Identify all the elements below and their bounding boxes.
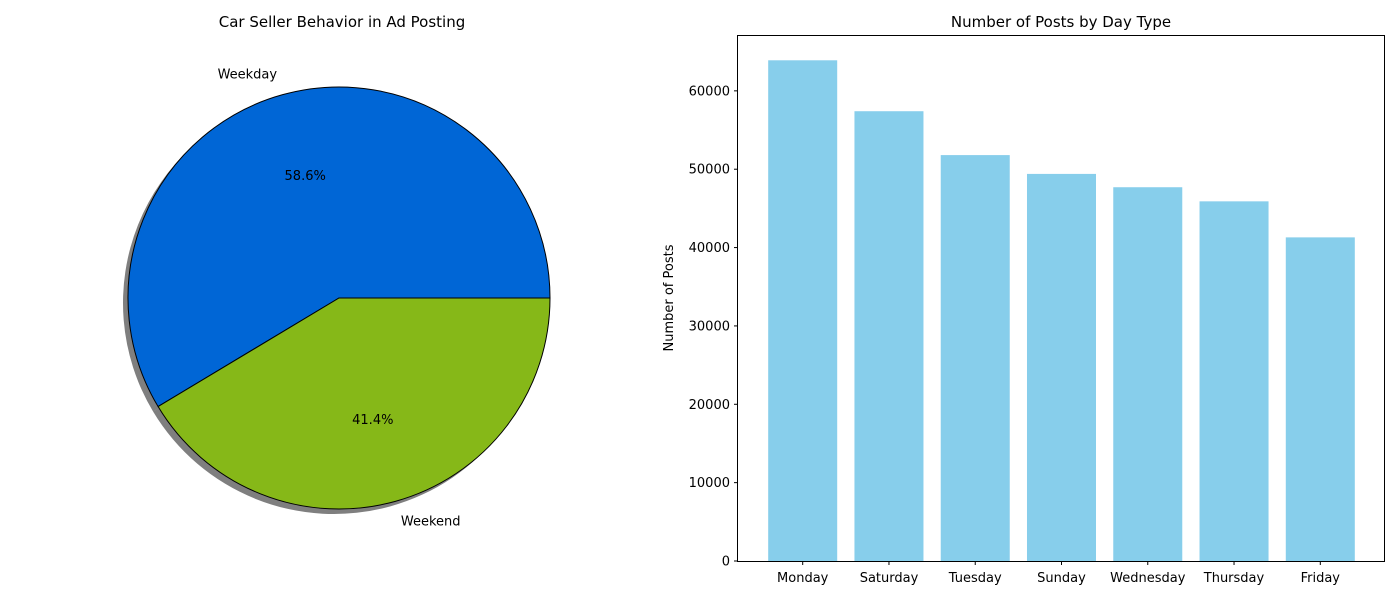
bar-tuesday xyxy=(940,155,1010,561)
y-axis-label: Number of Posts xyxy=(662,244,677,351)
y-tick-label-0: 0 xyxy=(722,555,730,570)
x-axis: Monday Saturday Tuesday Sunday Wednesday Thur… xyxy=(777,561,1340,586)
y-tick-label-40000: 40000 xyxy=(689,241,730,256)
bar-monday xyxy=(768,60,838,561)
x-tick-label-tuesday: Tuesday xyxy=(948,571,1002,586)
x-tick-label-thursday: Thursday xyxy=(1203,571,1265,586)
pie-pct-label-weekday: 58.6% xyxy=(285,169,326,184)
pie-slice-weekend xyxy=(157,297,551,510)
x-tick-label-friday: Friday xyxy=(1301,571,1341,586)
bar-thursday xyxy=(1199,201,1269,561)
pie-slices xyxy=(127,86,551,510)
bar-friday xyxy=(1285,237,1355,561)
y-tick-label-60000: 60000 xyxy=(689,84,730,99)
y-tick-label-50000: 50000 xyxy=(689,163,730,178)
bar-chart: Number of Posts by Day Type 0 10000 20000 3… xyxy=(662,13,1385,586)
y-tick-label-20000: 20000 xyxy=(689,398,730,413)
y-tick-label-30000: 30000 xyxy=(689,319,730,334)
bar-saturday xyxy=(854,111,924,561)
pie-label-weekend: Weekend xyxy=(401,515,461,530)
pie-pct-label-weekend: 41.4% xyxy=(352,413,393,428)
x-tick-label-saturday: Saturday xyxy=(860,571,919,586)
pie-slice-weekday xyxy=(127,86,551,408)
bars xyxy=(768,60,1355,562)
x-tick-label-monday: Monday xyxy=(777,571,829,586)
bar-wednesday xyxy=(1113,187,1183,562)
y-axis: 0 10000 20000 30000 40000 50000 60000 xyxy=(689,84,738,570)
bar-sunday xyxy=(1026,173,1096,561)
pie-labels: Weekday 58.6% Weekend 41.4% xyxy=(218,67,461,529)
pie-label-weekday: Weekday xyxy=(218,67,278,82)
pie-title: Car Seller Behavior in Ad Posting xyxy=(219,13,466,31)
bar-title: Number of Posts by Day Type xyxy=(951,13,1171,31)
y-tick-label-10000: 10000 xyxy=(689,476,730,491)
pie-chart: Car Seller Behavior in Ad Posting Weekda… xyxy=(123,13,551,530)
x-tick-label-sunday: Sunday xyxy=(1037,571,1086,586)
x-tick-label-wednesday: Wednesday xyxy=(1110,571,1186,586)
